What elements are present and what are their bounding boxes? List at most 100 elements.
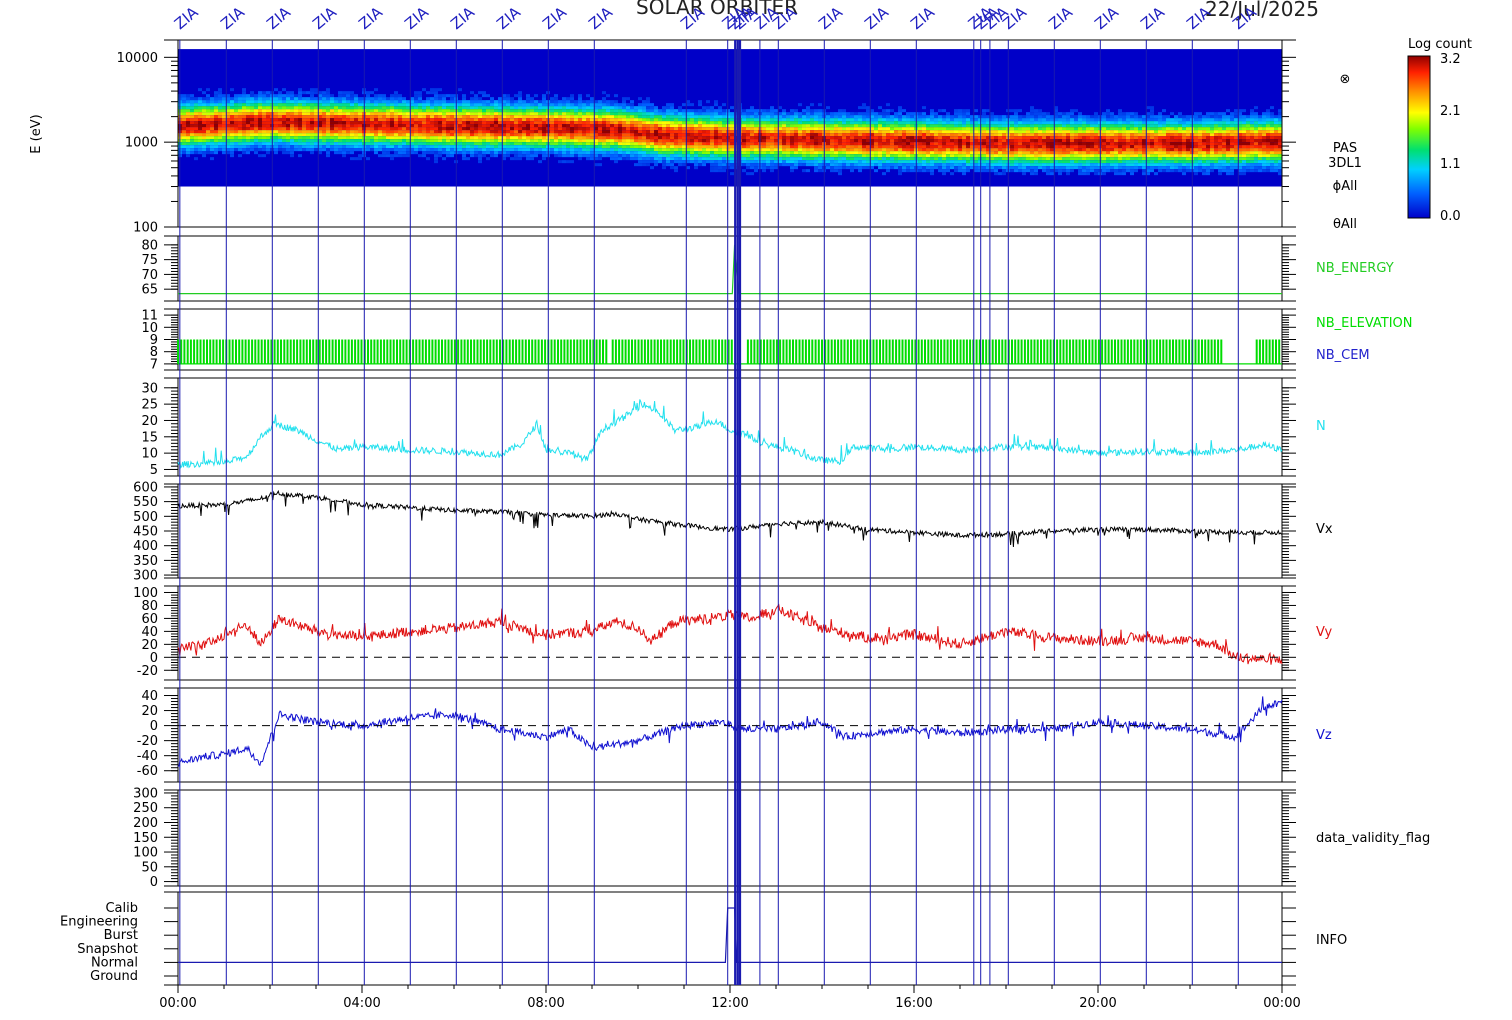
spectrogram-cell — [714, 133, 718, 137]
spectrogram-cell — [278, 145, 282, 149]
spectrogram-cell — [638, 142, 642, 146]
spectrogram-cell — [338, 112, 342, 116]
spectrogram-cell — [450, 130, 454, 134]
spectrogram-cell — [862, 148, 866, 152]
spectrogram-cell — [522, 154, 526, 158]
spectrogram-cell — [430, 142, 434, 146]
spectrogram-cell — [298, 124, 302, 128]
spectrogram-cell — [1042, 160, 1046, 164]
spectrogram-cell — [674, 115, 678, 119]
spectrogram-cell — [1002, 157, 1006, 161]
spectrogram-cell — [650, 145, 654, 149]
spectrogram-cell — [1010, 127, 1014, 131]
spectrogram-cell — [858, 163, 862, 167]
spectrogram-cell — [558, 112, 562, 116]
spectrogram-cell — [942, 142, 946, 146]
spectrogram-cell — [406, 136, 410, 140]
spectrogram-cell — [1134, 142, 1138, 146]
spectrogram-cell — [446, 145, 450, 149]
spectrogram-cell — [670, 136, 674, 140]
spectrogram-cell — [530, 118, 534, 122]
spectrogram-cell — [998, 136, 1002, 140]
spectrogram-cell — [750, 157, 754, 161]
spectrogram-cell — [582, 115, 586, 119]
spectrogram-cell — [494, 154, 498, 158]
spectrogram-cell — [1142, 163, 1146, 167]
spectrogram-cell — [382, 109, 386, 113]
spectrogram-cell — [658, 133, 662, 137]
spectrogram-cell — [358, 97, 362, 101]
spectrogram-cell — [514, 100, 518, 104]
spectrogram-cell — [714, 148, 718, 152]
spectrogram-cell — [318, 91, 322, 95]
spectrogram-cell — [594, 118, 598, 122]
spectrogram-cell — [382, 94, 386, 98]
spectrogram-cell — [1030, 121, 1034, 125]
spectrogram-cell — [570, 145, 574, 149]
spectrogram-cell — [606, 124, 610, 128]
spectrogram-cell — [842, 145, 846, 149]
spectrogram-cell — [730, 133, 734, 137]
spectrogram-cell — [502, 157, 506, 161]
spectrogram-cell — [786, 136, 790, 140]
spectrogram-cell — [370, 124, 374, 128]
spectrogram-cell — [322, 94, 326, 98]
spectrogram-cell — [462, 118, 466, 122]
spectrogram-cell — [1086, 169, 1090, 173]
spectrogram-cell — [906, 133, 910, 137]
spectrogram-cell — [826, 157, 830, 161]
spectrogram-cell — [358, 121, 362, 125]
spectrogram-cell — [654, 118, 658, 122]
spectrogram-cell — [514, 94, 518, 98]
spectrogram-cell — [446, 103, 450, 107]
spectrogram-cell — [582, 124, 586, 128]
spectrogram-cell — [686, 130, 690, 134]
spectrogram-cell — [1146, 139, 1150, 143]
spectrogram-cell — [1082, 169, 1086, 173]
spectrogram-cell — [730, 127, 734, 131]
spectrogram-cell — [658, 139, 662, 143]
spectrogram-cell — [230, 118, 234, 122]
spectrogram-cell — [706, 124, 710, 128]
spectrogram-cell — [502, 136, 506, 140]
spectrogram-cell — [850, 157, 854, 161]
spectrogram-cell — [486, 121, 490, 125]
spectrogram-cell — [1110, 139, 1114, 143]
spectrogram-cell — [390, 112, 394, 116]
spectrogram-cell — [286, 148, 290, 152]
spectrogram-cell — [582, 136, 586, 140]
spectrogram-cell — [338, 148, 342, 152]
spectrogram-cell — [850, 124, 854, 128]
spectrogram-cell — [190, 106, 194, 110]
spectrogram-cell — [358, 154, 362, 158]
spectrogram-cell — [1014, 145, 1018, 149]
spectrogram-cell — [314, 142, 318, 146]
spectrogram-cell — [1090, 142, 1094, 146]
spectrogram-cell — [510, 118, 514, 122]
spectrogram-cell — [1078, 130, 1082, 134]
spectrogram-cell — [422, 136, 426, 140]
spectrogram-cell — [194, 97, 198, 101]
spectrogram-cell — [1050, 145, 1054, 149]
spectrogram-cell — [342, 112, 346, 116]
spectrogram-cell — [742, 118, 746, 122]
spectrogram-cell — [390, 148, 394, 152]
spectrogram-cell — [430, 151, 434, 155]
spectrogram-cell — [542, 118, 546, 122]
spectrogram-cell — [906, 127, 910, 131]
spectrogram-cell — [1118, 112, 1122, 116]
spectrogram-cell — [226, 142, 230, 146]
spectrogram-cell — [186, 94, 190, 98]
spectrogram-cell — [202, 151, 206, 155]
spectrogram-cell — [478, 97, 482, 101]
spectrogram-cell — [518, 133, 522, 137]
spectrogram-cell — [1078, 139, 1082, 143]
spectrogram-cell — [818, 142, 822, 146]
spectrogram-cell — [834, 139, 838, 143]
spectrogram-cell — [618, 121, 622, 125]
spectrogram-cell — [318, 148, 322, 152]
spectrogram-cell — [606, 130, 610, 134]
spectrogram-cell — [1034, 166, 1038, 170]
spectrogram-cell — [238, 139, 242, 143]
spectrogram-cell — [510, 100, 514, 104]
